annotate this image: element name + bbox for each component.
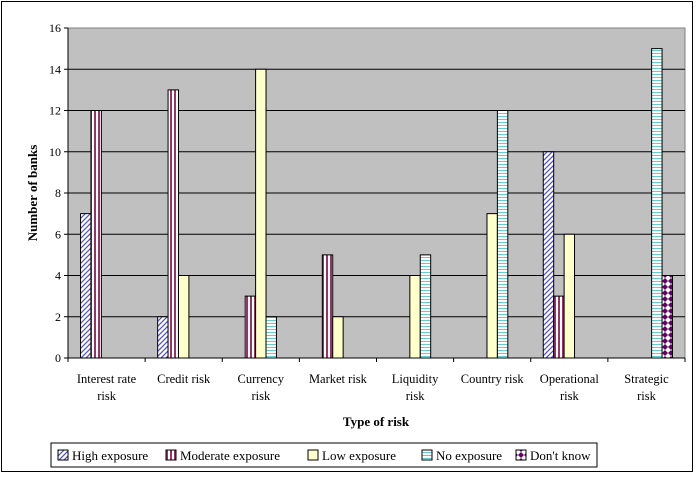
chart-frame: 0 2 4 6 8 10 12 14 16 Interest rate risk Credit ri… xyxy=(1,1,693,472)
bar-low-exposure xyxy=(486,213,498,359)
x-tick-label: Strategic xyxy=(624,372,669,386)
bar-no-exposure xyxy=(419,254,432,359)
legend-label-moderate-exposure: Moderate exposure xyxy=(180,448,280,463)
bar-high-exposure xyxy=(542,151,555,359)
legend-label-dont-know: Don't know xyxy=(530,448,591,463)
x-tick-label: risk xyxy=(406,389,426,403)
bar-no-exposure xyxy=(651,48,663,359)
x-tick-label: Country risk xyxy=(461,372,525,386)
x-axis-title: Type of risk xyxy=(343,414,410,429)
x-tick-label: risk xyxy=(251,389,271,403)
x-tick-label: risk xyxy=(560,389,580,403)
y-tick-label: 0 xyxy=(55,351,61,365)
y-tick-label: 12 xyxy=(49,104,61,118)
x-tick-label: Liquidity xyxy=(392,372,439,386)
legend-label-no-exposure: No exposure xyxy=(436,448,502,463)
y-tick-label: 16 xyxy=(49,21,61,35)
bar-moderate-exposure xyxy=(167,89,179,359)
legend-swatch-moderate-exposure xyxy=(165,449,177,461)
bar-moderate-exposure xyxy=(90,110,102,359)
y-tick-label: 2 xyxy=(55,310,61,324)
bar-low-exposure xyxy=(177,275,190,359)
bar-high-exposure xyxy=(80,213,92,359)
legend: High exposure Moderate exposure Low exposu… xyxy=(50,442,598,468)
x-tick-label: risk xyxy=(637,389,657,403)
legend-swatch-high-exposure xyxy=(57,449,69,461)
y-tick-label: 6 xyxy=(55,227,61,241)
legend-label-low-exposure: Low exposure xyxy=(322,448,396,463)
bar-moderate-exposure xyxy=(553,295,565,359)
x-tick-label: Interest rate xyxy=(77,372,137,386)
bar-no-exposure xyxy=(265,316,277,359)
legend-swatch-low-exposure xyxy=(307,449,319,461)
x-tick-label: Operational xyxy=(540,372,600,386)
x-tick-label: Market risk xyxy=(309,372,368,386)
y-tick-label: 4 xyxy=(55,269,61,283)
y-tick-label: 14 xyxy=(49,62,61,76)
chart-svg: 0 2 4 6 8 10 12 14 16 Interest rate risk Credit ri… xyxy=(25,21,686,468)
y-axis-title: Number of banks xyxy=(25,145,40,242)
bar-moderate-exposure xyxy=(321,254,334,359)
x-axis: Interest rate risk Credit risk Currency risk… xyxy=(67,357,686,403)
bar-low-exposure xyxy=(255,68,267,359)
legend-label-high-exposure: High exposure xyxy=(72,448,148,463)
bar-high-exposure xyxy=(157,316,169,359)
legend-swatch-no-exposure xyxy=(421,449,433,461)
legend-box xyxy=(50,442,598,468)
x-tick-label: Currency xyxy=(238,372,285,386)
y-tick-label: 8 xyxy=(55,186,61,200)
y-tick-label: 10 xyxy=(49,145,61,159)
bar-moderate-exposure xyxy=(244,295,257,359)
bar-low-exposure xyxy=(563,233,576,359)
bar-low-exposure xyxy=(409,275,421,359)
bar-no-exposure xyxy=(496,110,509,359)
bar-low-exposure xyxy=(332,316,344,359)
bar-dont-know xyxy=(661,275,673,359)
x-tick-label: risk xyxy=(97,389,117,403)
legend-swatch-dont-know xyxy=(515,449,527,461)
y-axis: 0 2 4 6 8 10 12 14 16 xyxy=(49,21,69,365)
x-tick-label: Credit risk xyxy=(157,372,211,386)
